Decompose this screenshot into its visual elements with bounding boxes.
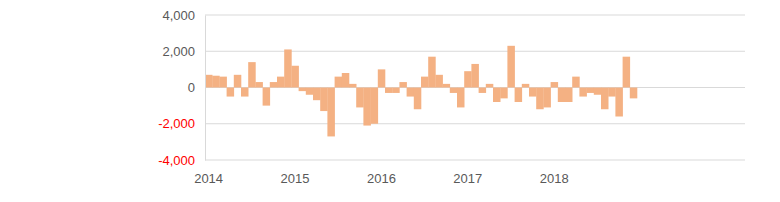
bar — [558, 88, 566, 103]
chart: -4,000-2,00002,0004,00020142015201620172… — [0, 0, 780, 202]
bar — [342, 73, 350, 88]
bar — [435, 75, 443, 88]
bar — [457, 88, 465, 108]
x-tick-label: 2017 — [453, 171, 482, 186]
y-axis: -4,000 -2,000 0 2,000 4,000 — [158, 8, 205, 168]
bar — [284, 49, 292, 87]
bar — [515, 88, 523, 103]
x-tick: 2014 — [194, 160, 223, 186]
bar — [291, 66, 299, 88]
bar — [565, 88, 573, 103]
x-tick-label: 2018 — [540, 171, 569, 186]
bar — [385, 88, 393, 93]
bar — [428, 57, 436, 88]
bar — [414, 88, 422, 110]
bar — [234, 75, 242, 88]
bar — [392, 88, 400, 93]
bar — [320, 88, 328, 112]
y-tick-label: -4,000 — [158, 153, 195, 168]
x-axis-line — [206, 160, 638, 161]
bar — [349, 84, 357, 88]
y-axis-line — [205, 16, 206, 161]
bar — [399, 82, 407, 87]
bar — [587, 88, 595, 93]
bar — [450, 88, 458, 93]
bar — [219, 77, 227, 88]
bar — [507, 46, 515, 88]
y-tick: -2,000 — [158, 116, 205, 131]
bar — [536, 88, 544, 110]
bar — [421, 77, 429, 88]
bar — [356, 88, 364, 108]
x-tick-label: 2015 — [281, 171, 310, 186]
bar — [443, 84, 451, 88]
y-tick-label: 4,000 — [162, 8, 195, 23]
bar — [241, 88, 249, 97]
y-tick-label: 2,000 — [162, 44, 195, 59]
x-tick: 2017 — [453, 160, 482, 186]
bar — [248, 62, 256, 87]
bar — [277, 77, 285, 88]
bar — [529, 88, 537, 97]
bar — [407, 88, 415, 97]
bar — [601, 88, 609, 110]
grid-line — [205, 123, 745, 124]
x-axis: 2014 2015 2016 2017 2018 — [194, 160, 637, 186]
bar — [579, 88, 587, 97]
bar — [471, 64, 479, 88]
bar — [572, 77, 580, 88]
grid — [205, 15, 745, 160]
bar — [594, 88, 602, 95]
y-tick: 4,000 — [162, 8, 205, 23]
bar — [522, 84, 530, 88]
bar — [212, 76, 220, 88]
y-tick-label: -2,000 — [158, 116, 195, 131]
y-tick: 0 — [188, 80, 205, 95]
bar — [378, 69, 386, 87]
bar — [335, 77, 343, 88]
bar — [327, 88, 335, 137]
bar — [630, 88, 638, 99]
bar — [263, 88, 271, 106]
bar — [299, 88, 307, 92]
bar — [551, 82, 559, 87]
bar — [371, 88, 379, 124]
bar — [255, 82, 263, 87]
bar — [313, 88, 321, 101]
y-tick-label: 0 — [188, 80, 195, 95]
x-tick-label: 2014 — [194, 171, 223, 186]
bars — [205, 46, 637, 137]
x-tick: 2018 — [540, 160, 569, 186]
grid-line — [205, 15, 745, 16]
y-tick: 2,000 — [162, 44, 205, 59]
bar — [227, 88, 235, 97]
bar — [270, 82, 278, 87]
bar — [363, 88, 371, 126]
x-tick-label: 2016 — [367, 171, 396, 186]
bar — [306, 88, 314, 95]
bar — [608, 88, 616, 97]
grid-line — [205, 160, 745, 161]
bar — [500, 88, 508, 99]
bar — [479, 88, 487, 93]
x-tick: 2016 — [367, 160, 396, 186]
bar — [493, 88, 501, 103]
bar — [205, 75, 213, 88]
bar — [486, 84, 494, 88]
x-tick: 2015 — [281, 160, 310, 186]
y-tick: -4,000 — [158, 153, 205, 168]
bar — [615, 88, 623, 117]
bar — [543, 88, 551, 108]
bar — [464, 71, 472, 87]
bar — [623, 57, 631, 88]
